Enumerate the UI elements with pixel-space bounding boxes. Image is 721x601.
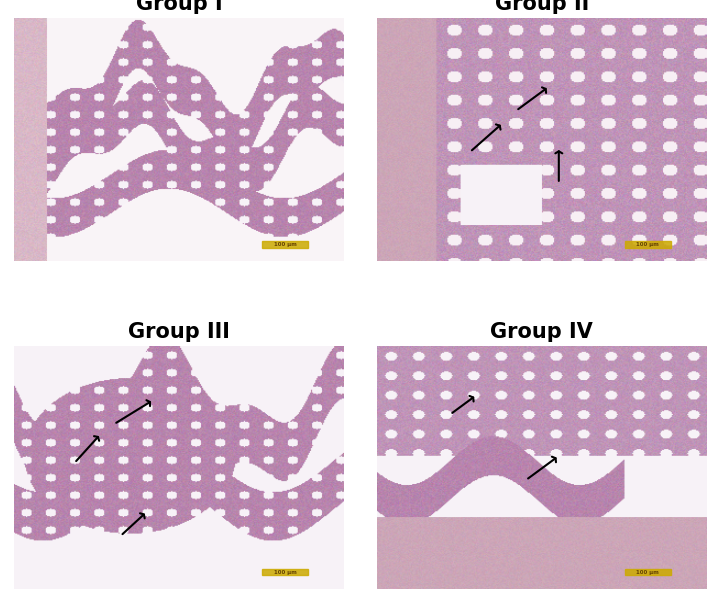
Text: 100 μm: 100 μm <box>637 242 659 247</box>
Title: Group IV: Group IV <box>490 322 593 342</box>
FancyBboxPatch shape <box>262 242 309 248</box>
FancyBboxPatch shape <box>262 569 309 576</box>
FancyBboxPatch shape <box>624 569 671 576</box>
Text: 100 μm: 100 μm <box>274 570 296 575</box>
Title: Group I: Group I <box>136 0 223 14</box>
Text: 100 μm: 100 μm <box>637 570 659 575</box>
Text: 100 μm: 100 μm <box>274 242 296 247</box>
Title: Group III: Group III <box>128 322 230 342</box>
Title: Group II: Group II <box>495 0 589 14</box>
FancyBboxPatch shape <box>624 242 671 248</box>
